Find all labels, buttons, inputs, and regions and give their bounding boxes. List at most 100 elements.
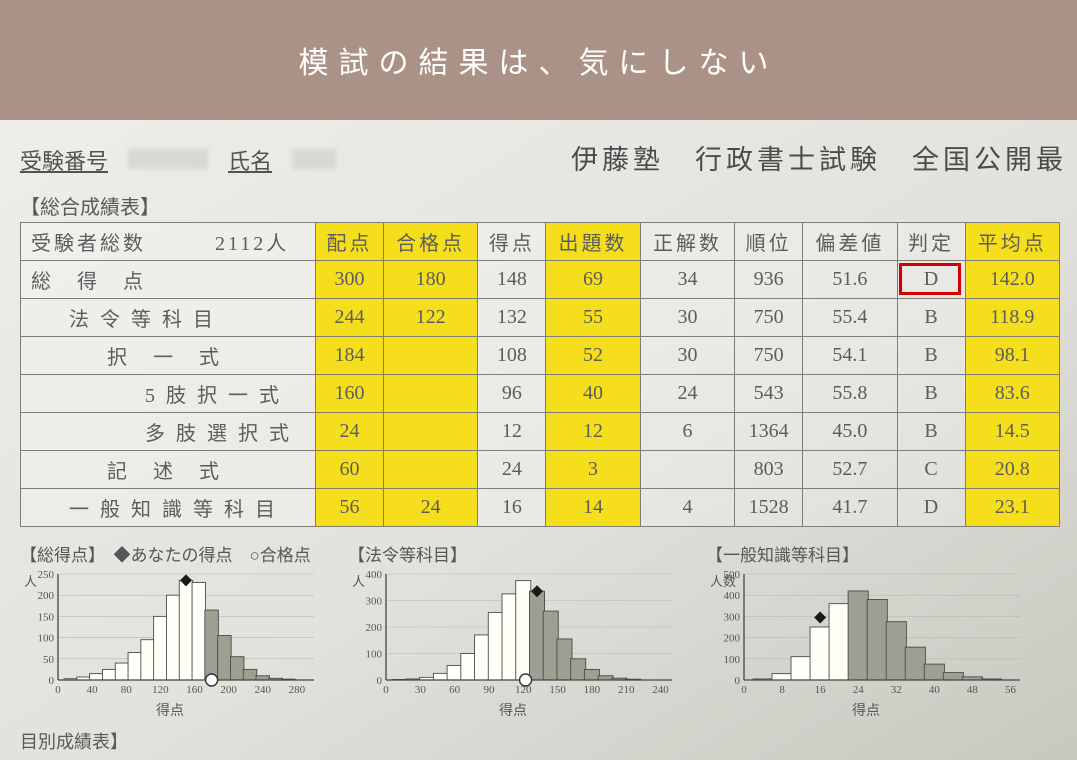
table-cell: 12 — [478, 413, 546, 451]
svg-text:400: 400 — [366, 569, 383, 581]
score-table: 受験者総数 2112人配点合格点得点出題数正解数順位偏差値判定平均点総 得 点3… — [20, 222, 1060, 527]
charts-row: 【総得点】 ◆あなたの得点 ○合格点0501001502002500408012… — [20, 541, 1067, 720]
table-cell: 24 — [478, 451, 546, 489]
svg-text:200: 200 — [38, 590, 55, 602]
svg-text:300: 300 — [366, 596, 383, 608]
table-cell: 803 — [735, 451, 803, 489]
svg-text:100: 100 — [366, 649, 383, 661]
table-cell: 108 — [478, 337, 546, 375]
table-cell: 40 — [546, 375, 640, 413]
table-cell: B — [897, 299, 965, 337]
total-examinees-cell: 受験者総数 2112人 — [21, 223, 316, 261]
svg-text:240: 240 — [255, 684, 272, 696]
table-cell: 936 — [735, 261, 803, 299]
histogram-chart: 【一般知識等科目】010020030040050008162432404856人… — [706, 541, 1026, 720]
chart-title: 【総得点】 ◆あなたの得点 ○合格点 — [20, 541, 320, 566]
table-cell: 14.5 — [965, 413, 1060, 451]
svg-text:250: 250 — [38, 569, 55, 581]
table-cell: 750 — [735, 299, 803, 337]
histogram-chart: 【総得点】 ◆あなたの得点 ○合格点0501001502002500408012… — [20, 541, 320, 720]
exam-title: 伊藤塾 行政書士試験 全国公開最 — [571, 138, 1067, 177]
table-cell: 24 — [640, 375, 734, 413]
table-cell: 55 — [546, 299, 640, 337]
table-cell: 96 — [478, 375, 546, 413]
table-cell: D — [897, 261, 965, 299]
svg-text:150: 150 — [549, 684, 566, 696]
banner-title: 模試の結果は、気にしない — [0, 0, 1077, 120]
svg-text:56: 56 — [1005, 684, 1017, 696]
table-cell: 51.6 — [803, 261, 897, 299]
svg-text:人: 人 — [24, 574, 37, 589]
table-cell: 34 — [640, 261, 734, 299]
row-label: 一 般 知 識 等 科 目 — [21, 489, 316, 527]
name-label: 氏名 — [228, 144, 272, 176]
col-header: 得点 — [478, 223, 546, 261]
svg-text:0: 0 — [55, 684, 61, 696]
table-cell: 30 — [640, 299, 734, 337]
table-cell: B — [897, 413, 965, 451]
table-cell: 55.4 — [803, 299, 897, 337]
svg-text:200: 200 — [366, 622, 383, 634]
chart-title: 【法令等科目】 — [348, 541, 678, 566]
svg-text:24: 24 — [853, 684, 865, 696]
table-cell: 14 — [546, 489, 640, 527]
svg-text:400: 400 — [724, 590, 741, 602]
table-cell: B — [897, 337, 965, 375]
col-header: 出題数 — [546, 223, 640, 261]
table-cell: 30 — [640, 337, 734, 375]
histogram-chart: 【法令等科目】010020030040003060901201501802102… — [348, 541, 678, 720]
col-header: 順位 — [735, 223, 803, 261]
chart-title: 【一般知識等科目】 — [706, 541, 1026, 566]
table-cell: 1364 — [735, 413, 803, 451]
table-cell: 244 — [316, 299, 384, 337]
table-cell: 142.0 — [965, 261, 1060, 299]
row-label: 択 一 式 — [21, 337, 316, 375]
table-cell: 3 — [546, 451, 640, 489]
svg-text:0: 0 — [383, 684, 389, 696]
table-cell: 52.7 — [803, 451, 897, 489]
examinee-no-label: 受験番号 — [20, 144, 108, 176]
row-label: 5 肢 択 一 式 — [21, 375, 316, 413]
svg-text:48: 48 — [967, 684, 979, 696]
col-header: 平均点 — [965, 223, 1060, 261]
name-blurred — [292, 149, 336, 169]
chart-xlabel: 得点 — [706, 700, 1026, 720]
score-report-paper: 受験番号 氏名 伊藤塾 行政書士試験 全国公開最 【総合成績表】 受験者総数 2… — [0, 120, 1077, 760]
table-cell — [383, 337, 477, 375]
table-cell: 45.0 — [803, 413, 897, 451]
svg-text:0: 0 — [49, 675, 55, 687]
svg-text:120: 120 — [152, 684, 169, 696]
chart-xlabel: 得点 — [348, 700, 678, 720]
svg-text:80: 80 — [121, 684, 132, 696]
svg-text:50: 50 — [43, 654, 55, 666]
table-cell: 52 — [546, 337, 640, 375]
svg-text:210: 210 — [618, 684, 635, 696]
table-cell: 122 — [383, 299, 477, 337]
svg-text:280: 280 — [289, 684, 306, 696]
svg-text:人: 人 — [352, 574, 365, 589]
table-cell: B — [897, 375, 965, 413]
col-header: 合格点 — [383, 223, 477, 261]
header-row: 受験番号 氏名 伊藤塾 行政書士試験 全国公開最 — [20, 138, 1067, 177]
table-cell: 98.1 — [965, 337, 1060, 375]
svg-text:40: 40 — [929, 684, 941, 696]
table-cell: 160 — [316, 375, 384, 413]
table-cell: 55.8 — [803, 375, 897, 413]
row-label: 多 肢 選 択 式 — [21, 413, 316, 451]
col-header: 配点 — [316, 223, 384, 261]
chart-xlabel: 得点 — [20, 700, 320, 720]
table-cell: 180 — [383, 261, 477, 299]
svg-text:0: 0 — [741, 684, 747, 696]
table-cell — [383, 451, 477, 489]
svg-text:200: 200 — [220, 684, 237, 696]
table-cell: 24 — [383, 489, 477, 527]
table-cell: 41.7 — [803, 489, 897, 527]
table-cell: 6 — [640, 413, 734, 451]
table-cell: 56 — [316, 489, 384, 527]
table-cell: 24 — [316, 413, 384, 451]
svg-text:8: 8 — [779, 684, 785, 696]
table-cell: C — [897, 451, 965, 489]
table-cell: 1528 — [735, 489, 803, 527]
table-cell: 16 — [478, 489, 546, 527]
table-cell: 132 — [478, 299, 546, 337]
